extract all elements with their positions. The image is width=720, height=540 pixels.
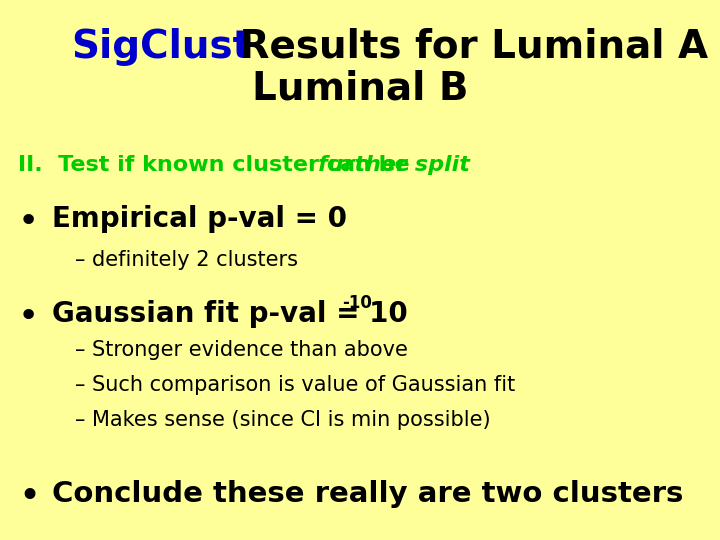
Text: -10: -10 (342, 294, 372, 312)
Text: Results for Luminal A vs.: Results for Luminal A vs. (226, 28, 720, 66)
Text: – Stronger evidence than above: – Stronger evidence than above (75, 340, 408, 360)
Text: SigClust Results for Luminal A vs.: SigClust Results for Luminal A vs. (71, 28, 720, 66)
Text: •: • (18, 205, 40, 239)
Text: SigClust: SigClust (71, 28, 251, 66)
Text: Empirical p-val = 0: Empirical p-val = 0 (52, 205, 347, 233)
Text: Luminal B: Luminal B (252, 70, 468, 108)
Text: – Makes sense (since CI is min possible): – Makes sense (since CI is min possible) (75, 410, 490, 430)
Text: II.  Test if known cluster can be: II. Test if known cluster can be (18, 155, 418, 175)
Text: •: • (18, 300, 40, 334)
Text: – Such comparison is value of Gaussian fit: – Such comparison is value of Gaussian f… (75, 375, 516, 395)
Text: – definitely 2 clusters: – definitely 2 clusters (75, 250, 298, 270)
Text: further split: further split (318, 155, 470, 175)
Text: Gaussian fit p-val = 10: Gaussian fit p-val = 10 (52, 300, 408, 328)
Text: •: • (18, 480, 40, 516)
Text: Conclude these really are two clusters: Conclude these really are two clusters (52, 480, 683, 508)
